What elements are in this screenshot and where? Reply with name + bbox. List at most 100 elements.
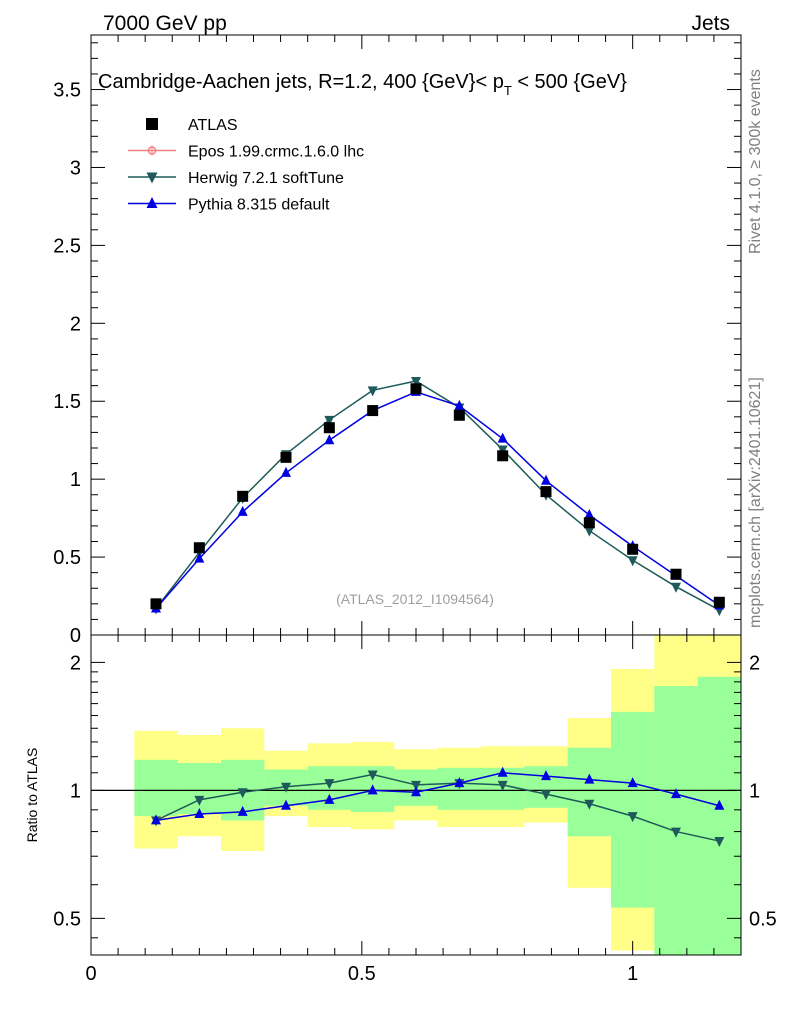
pythia-line [155, 391, 720, 609]
y-tick-label: 1.5 [53, 391, 81, 413]
pythia-point [194, 552, 205, 563]
pythia-point [324, 434, 335, 445]
legend-label-herwig: Herwig 7.2.1 softTune [188, 170, 344, 187]
ratio-pythia-point [281, 799, 291, 810]
rivet-label: Rivet 4.1.0, ≥ 300k events [747, 69, 764, 254]
ratio-herwig-point [671, 827, 681, 838]
pythia-point [237, 505, 248, 516]
atlas-point [497, 450, 509, 462]
pythia-point [454, 399, 465, 410]
ratio-pythia-point [194, 807, 205, 818]
y-tick-label: 2.5 [53, 235, 81, 257]
x-tick-label: 0.5 [348, 963, 376, 985]
atlas-point [670, 568, 682, 580]
herwig-point [627, 556, 638, 567]
ratio-pythia-point [714, 799, 725, 810]
ratio-y-tick-label: 2 [70, 652, 81, 674]
y-tick-label: 3 [70, 157, 81, 179]
ratio-herwig-point [367, 770, 378, 781]
ratio-y-tick-label-right: 0.5 [749, 908, 777, 930]
ratio-pythia-point [324, 793, 335, 804]
ratio-herwig-point [237, 788, 248, 799]
y-tick-label: 1 [70, 469, 81, 491]
legend-label-atlas: ATLAS [188, 117, 238, 134]
pythia-point [497, 432, 508, 443]
legend-label-pythia: Pythia 8.315 default [188, 197, 330, 214]
atlas-point [150, 598, 162, 610]
chart-title: Cambridge-Aachen jets, R=1.2, 400 {GeV}<… [98, 71, 627, 98]
ratio-herwig-point [194, 795, 205, 806]
atlas-point [367, 405, 379, 417]
legend-marker-pythia [146, 197, 158, 208]
legend-item-herwig: Herwig 7.2.1 softTune [128, 170, 344, 187]
ratio-panel: 0.5 0.5 1 1 2 2 0 0.5 1 Ratio to ATLAS [24, 634, 777, 985]
ratio-pythia-line [155, 772, 720, 822]
ratio-herwig-point [497, 780, 508, 791]
atlas-point [323, 422, 335, 434]
ratio-y-tick-label: 1 [70, 780, 81, 802]
atlas-point [713, 596, 725, 608]
ratio-pythia-point [671, 788, 681, 799]
green-band-bin [134, 759, 178, 817]
chart-title-subscript: T [504, 83, 512, 98]
ratio-y-tick-label: 0.5 [53, 908, 81, 930]
x-tick-label: 0 [85, 963, 96, 985]
ratio-herwig-point [627, 812, 638, 823]
atlas-point [627, 543, 639, 555]
ratio-x-ticks: 0 0.5 1 [85, 635, 742, 985]
ratio-y-axis-label: Ratio to ATLAS [24, 748, 40, 843]
herwig-point [367, 386, 378, 397]
legend: ATLAS Epos 1.99.crmc.1.6.0 lhc Herwig 7.2.… [128, 117, 364, 214]
ratio-herwig-point [714, 837, 725, 848]
ratio-herwig-line [155, 773, 720, 842]
pythia-point [281, 466, 291, 477]
ratio-herwig-point [324, 779, 335, 790]
atlas-series [150, 383, 725, 610]
ratio-pythia-point [584, 773, 595, 784]
ratio-pythia-point [411, 786, 421, 797]
energy-label: 7000 GeV pp [103, 12, 227, 35]
chart-title-main: Cambridge-Aachen jets, R=1.2, 400 {GeV}<… [98, 71, 504, 93]
atlas-point [453, 409, 465, 421]
herwig-point [324, 415, 335, 426]
ratio-herwig-point [411, 780, 421, 791]
atlas-point [540, 486, 552, 498]
green-band-bin [654, 686, 698, 955]
herwig-point [411, 376, 421, 387]
main-panel: 0.5 1 1.5 2 2.5 3 3.5 0 (ATLAS_2012_I1094564) C… [53, 34, 742, 647]
ratio-pythia-point [497, 766, 508, 777]
ratio-pythia-point [237, 805, 248, 816]
ratio-herwig-series [151, 770, 725, 848]
ratio-pythia-point [151, 814, 161, 825]
ratio-herwig-point [584, 799, 595, 810]
herwig-point [584, 526, 595, 537]
ratio-y-ticks: 0.5 0.5 1 1 2 2 [53, 652, 777, 939]
herwig-point [671, 582, 681, 593]
legend-item-pythia: Pythia 8.315 default [128, 197, 330, 214]
y-tick-label-zero: 0 [70, 625, 81, 647]
ratio-pythia-point [627, 777, 638, 788]
legend-marker-herwig [146, 172, 158, 184]
ratio-y-tick-label-right: 2 [749, 652, 760, 674]
main-series [150, 376, 725, 617]
atlas-point [410, 383, 422, 395]
ratio-pythia-series [151, 766, 725, 825]
main-frame [90, 34, 742, 636]
y-tick-label: 3.5 [53, 80, 81, 102]
ratio-y-tick-label-right: 1 [749, 780, 760, 802]
legend-marker-atlas [146, 118, 158, 130]
legend-item-epos: Epos 1.99.crmc.1.6.0 lhc [128, 144, 364, 161]
main-x-ticks [90, 35, 742, 635]
y-tick-label: 0.5 [53, 547, 81, 569]
category-label: Jets [691, 12, 730, 35]
analysis-watermark: (ATLAS_2012_I1094564) [336, 591, 494, 607]
ratio-herwig-point [281, 782, 291, 793]
legend-label-epos: Epos 1.99.crmc.1.6.0 lhc [188, 144, 364, 161]
legend-item-atlas: ATLAS [146, 117, 238, 134]
pythia-point [541, 474, 551, 485]
atlas-point [237, 490, 249, 502]
mcplots-label: mcplots.cern.ch [arXiv:2401.10621] [747, 377, 764, 628]
atlas-point [280, 451, 292, 463]
ratio-herwig-point [541, 790, 551, 801]
ratio-pythia-point [367, 784, 378, 795]
